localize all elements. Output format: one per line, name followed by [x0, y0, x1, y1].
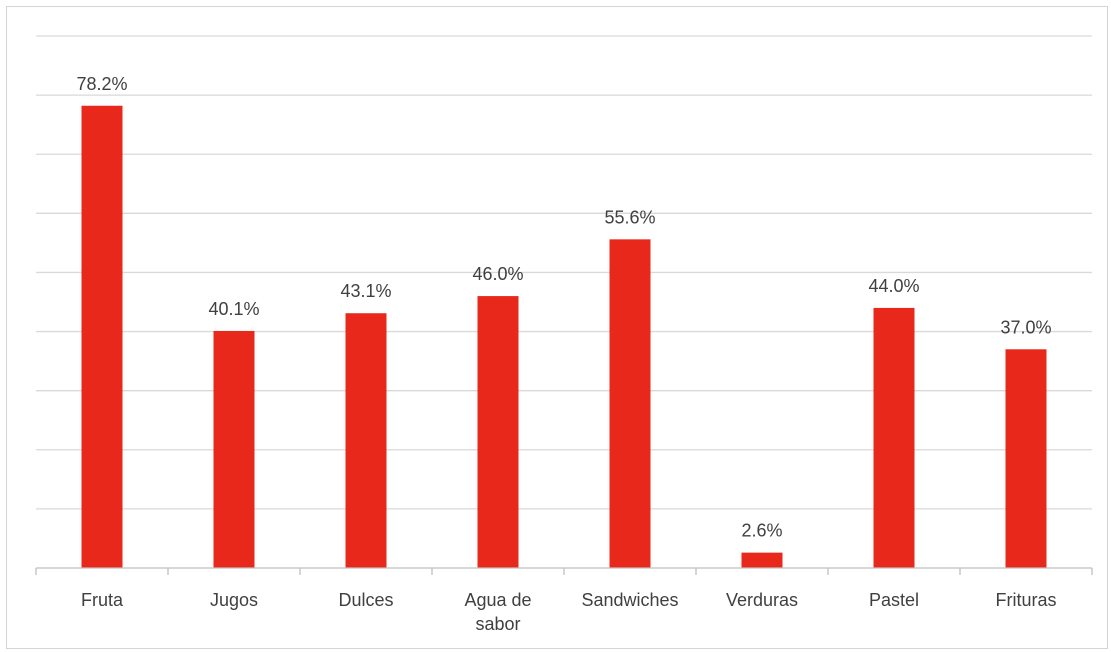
data-label: 37.0% — [1000, 317, 1051, 337]
bar-4 — [609, 239, 651, 568]
x-axis — [35, 567, 1093, 575]
data-label: 46.0% — [472, 264, 523, 284]
data-label: 40.1% — [208, 299, 259, 319]
category-labels: Fruta Jugos Dulces Agua de sabor Sandwiches Ve… — [81, 590, 1057, 634]
data-label: 55.6% — [604, 207, 655, 227]
bar-0 — [81, 105, 123, 569]
category-label-line: Pastel — [869, 590, 919, 610]
category-label-line: Dulces — [338, 590, 393, 610]
category-label: Agua de sabor — [464, 590, 531, 634]
category-label: Pastel — [869, 590, 919, 610]
bar-2 — [345, 313, 387, 568]
bars — [81, 105, 1047, 569]
category-label-line: Jugos — [210, 590, 258, 610]
category-label: Dulces — [338, 590, 393, 610]
data-label: 78.2% — [76, 74, 127, 94]
bar-5 — [741, 552, 783, 568]
data-label: 44.0% — [868, 276, 919, 296]
category-label-line: Frituras — [995, 590, 1056, 610]
data-labels: 78.2% 40.1% 43.1% 46.0% 55.6% 2.6% 44.0% 37.0% — [76, 74, 1051, 541]
category-label: Fruta — [81, 590, 124, 610]
category-label-line: Verduras — [726, 590, 798, 610]
category-label-line: Sandwiches — [581, 590, 678, 610]
bar-3 — [477, 296, 519, 568]
data-label: 43.1% — [340, 281, 391, 301]
bar-7 — [1005, 349, 1047, 568]
category-label-line: Fruta — [81, 590, 124, 610]
chart-frame — [6, 6, 1108, 649]
category-label: Verduras — [726, 590, 798, 610]
category-label: Sandwiches — [581, 590, 678, 610]
category-label: Jugos — [210, 590, 258, 610]
category-label-line: Agua de — [464, 590, 531, 610]
data-label: 2.6% — [741, 521, 782, 541]
bar-6 — [873, 307, 915, 568]
bar-1 — [213, 330, 255, 568]
category-label-line: sabor — [475, 614, 520, 634]
gridlines — [36, 35, 1092, 510]
category-label: Frituras — [995, 590, 1056, 610]
